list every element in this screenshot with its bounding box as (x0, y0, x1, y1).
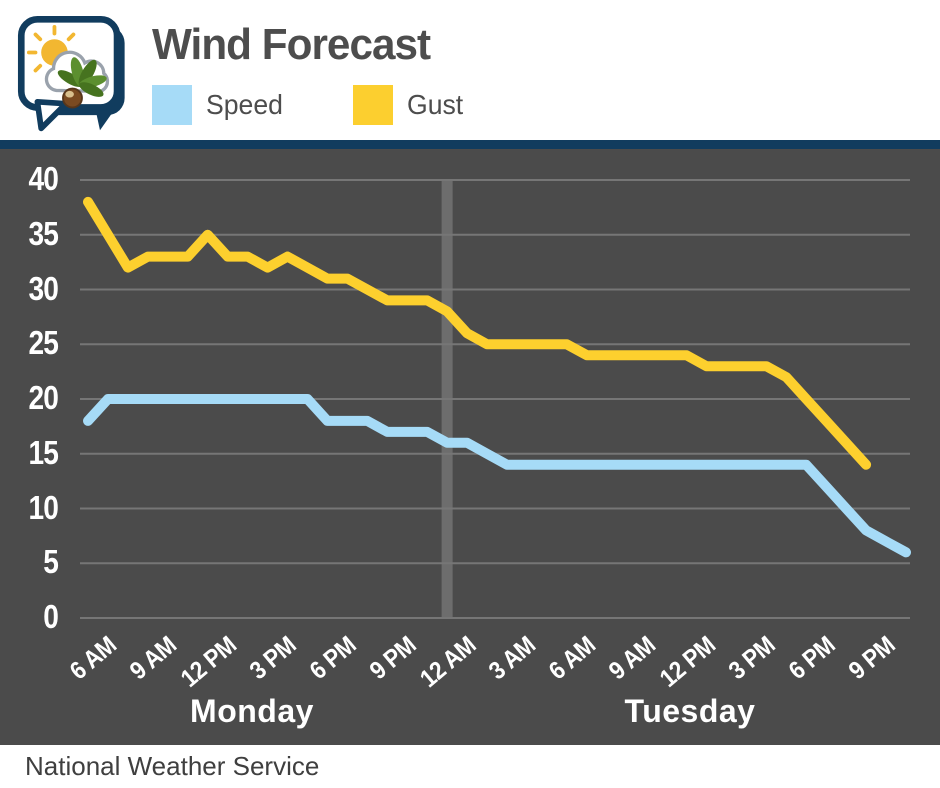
speed-line (83, 394, 911, 558)
chart-canvas (80, 179, 911, 619)
buckeye-nut-icon (62, 87, 83, 109)
gust-legend-label: Gust (407, 89, 464, 120)
y-axis-label-20: 20 (28, 379, 58, 417)
y-axis-label-40: 40 (28, 160, 58, 198)
y-axis-label-35: 35 (28, 214, 58, 252)
day-label-monday: Monday (190, 693, 314, 729)
source-attribution: National Weather Service (25, 751, 320, 781)
day-label-tuesday: Tuesday (624, 693, 756, 729)
gust-line (83, 196, 872, 470)
header-divider-bar (0, 140, 940, 149)
logo-bubble-tail (34, 98, 69, 132)
gust-legend-swatch (353, 85, 393, 125)
chart-title: Wind Forecast (152, 20, 431, 69)
y-axis-label-10: 10 (28, 488, 58, 526)
speed-legend-label: Speed (206, 89, 283, 120)
wind-chart-plot-area: 40 35 30 25 20 15 10 5 0 6 AM 9 AM 12 PM 3 PM 6 PM 9 P… (0, 149, 940, 745)
y-axis-label-25: 25 (28, 324, 58, 362)
header: Wind Forecast Speed Gust (0, 0, 940, 140)
legend-item-speed: Speed (152, 85, 287, 125)
weather-logo (17, 16, 125, 132)
y-axis-label-0: 0 (43, 598, 59, 636)
y-axis-label-5: 5 (43, 543, 59, 581)
y-axis-label-30: 30 (28, 269, 58, 307)
footer: National Weather Service (0, 745, 940, 788)
y-axis-label-15: 15 (28, 433, 58, 471)
legend-item-gust: Gust (353, 85, 466, 125)
speed-legend-swatch (152, 85, 192, 125)
buckeye-leaves-icon (57, 57, 107, 97)
